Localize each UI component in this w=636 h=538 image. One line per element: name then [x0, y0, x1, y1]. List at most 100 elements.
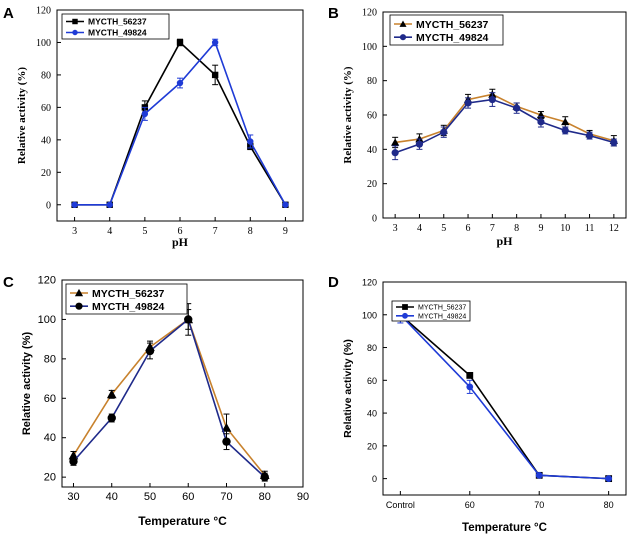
y-tick-label: 40	[367, 145, 377, 156]
legend-label: MYCTH_49824	[88, 28, 147, 38]
data-point	[535, 471, 543, 479]
x-tick-label: 7	[213, 226, 218, 237]
legend-swatch-marker	[75, 302, 83, 310]
plot-frame	[61, 279, 304, 488]
x-tick-label: 9	[538, 223, 543, 234]
legend-label: MYCTH_56237	[416, 19, 489, 31]
legend-swatch-marker	[72, 29, 78, 36]
x-tick-label: 70	[534, 500, 544, 510]
legend-swatch-marker	[402, 312, 408, 319]
data-point	[176, 79, 184, 87]
chart-panel-a: A 0 20 40 60 80 100 120 3 4 5 6 7 8 9 Relative activit…	[3, 5, 304, 249]
x-tick-label: 40	[106, 491, 118, 503]
chart-panel-c: C 20 40 60 80 100 120 30 40 50 60 70 80 90 Relative a…	[3, 274, 309, 528]
data-point	[69, 457, 78, 466]
x-tick-label: 3	[72, 226, 77, 237]
y-tick-label: 100	[38, 314, 56, 326]
series-mycth-49824	[69, 303, 269, 482]
panel-letter-d: D	[328, 274, 339, 291]
series-mycth-56237	[391, 88, 618, 149]
legend-label: MYCTH_49824	[416, 32, 489, 44]
y-axis-title: Relative activity (%)	[342, 339, 354, 438]
y-axis-title: Relative activity (%)	[342, 66, 354, 163]
data-point	[391, 149, 399, 157]
x-tick-label: 60	[465, 500, 475, 510]
x-tick-label: 7	[490, 223, 495, 234]
series-mycth-49824	[396, 306, 613, 483]
data-point	[391, 138, 400, 146]
panel-letter-b: B	[328, 5, 339, 22]
series-line	[394, 98, 615, 154]
x-tick-label: 6	[466, 223, 471, 234]
series-line	[399, 314, 609, 480]
y-tick-label: 120	[362, 8, 377, 19]
y-axis-title: Relative activity (%)	[21, 332, 33, 436]
y-tick-label: 120	[38, 275, 56, 287]
data-point	[260, 472, 269, 482]
y-tick-label: 120	[36, 6, 51, 17]
series-line	[74, 41, 287, 206]
legend-swatch-marker	[399, 20, 407, 27]
x-axis-title: pH	[496, 234, 513, 248]
x-tick-label: 8	[248, 226, 253, 237]
data-point	[71, 201, 78, 208]
legend-box	[65, 283, 188, 315]
y-tick-label: 80	[41, 70, 51, 81]
y-tick-label: 0	[372, 474, 377, 484]
x-tick-label: 12	[609, 223, 619, 234]
y-tick-label: 40	[44, 432, 56, 444]
data-point	[513, 104, 521, 112]
data-point	[561, 117, 570, 126]
y-tick-label: 60	[367, 376, 377, 386]
y-tick-label: 80	[44, 353, 56, 365]
x-tick-label: 6	[178, 226, 183, 237]
y-tick-label: 20	[41, 168, 51, 179]
x-tick-label: 11	[585, 223, 595, 234]
plot-frame	[382, 281, 627, 496]
data-point	[585, 132, 594, 140]
y-tick-label: 40	[41, 135, 51, 146]
chart-panel-d: D 0 20 40 60 80 100 120 Control 60 70 80 Relative a…	[328, 274, 627, 534]
data-point	[561, 126, 569, 135]
x-tick-label: 70	[220, 491, 232, 503]
y-tick-label: 0	[46, 200, 51, 211]
legend-swatch-marker	[399, 34, 407, 41]
y-tick-label: 100	[362, 310, 377, 320]
panel-letter-c: C	[3, 274, 14, 291]
data-point	[211, 39, 219, 46]
x-tick-label: 10	[560, 223, 570, 234]
data-point	[145, 346, 155, 356]
data-point	[247, 138, 254, 145]
data-point	[440, 128, 448, 136]
legend-label: MYCTH_56237	[88, 17, 147, 27]
series-mycth-56237	[71, 38, 289, 208]
panel-letter-a: A	[3, 5, 14, 22]
series-line	[74, 40, 287, 206]
series-line	[72, 318, 266, 476]
x-tick-label: 8	[514, 223, 519, 234]
x-tick-label: 5	[441, 223, 446, 234]
x-tick-label: 4	[107, 226, 112, 237]
x-tick-label: Control	[386, 500, 415, 510]
series-mycth-49824	[391, 92, 618, 161]
series-mycth-49824	[71, 38, 289, 208]
x-axis-title: Temperature °C	[462, 522, 547, 534]
data-point	[282, 201, 289, 208]
data-point	[221, 423, 232, 432]
x-tick-label: 5	[142, 226, 147, 237]
series-line	[72, 318, 266, 478]
legend-label: MYCTH_56237	[92, 288, 165, 300]
data-point	[537, 118, 545, 126]
y-tick-label: 100	[362, 42, 377, 53]
x-axis-title: Temperature °C	[138, 514, 227, 528]
y-tick-label: 60	[44, 393, 56, 405]
y-tick-label: 120	[362, 278, 377, 288]
y-tick-label: 0	[372, 214, 377, 225]
y-tick-label: 20	[367, 441, 377, 451]
x-tick-label: 80	[259, 491, 271, 503]
x-tick-label: 90	[297, 491, 309, 503]
legend-label: MYCTH_49824	[418, 313, 466, 320]
